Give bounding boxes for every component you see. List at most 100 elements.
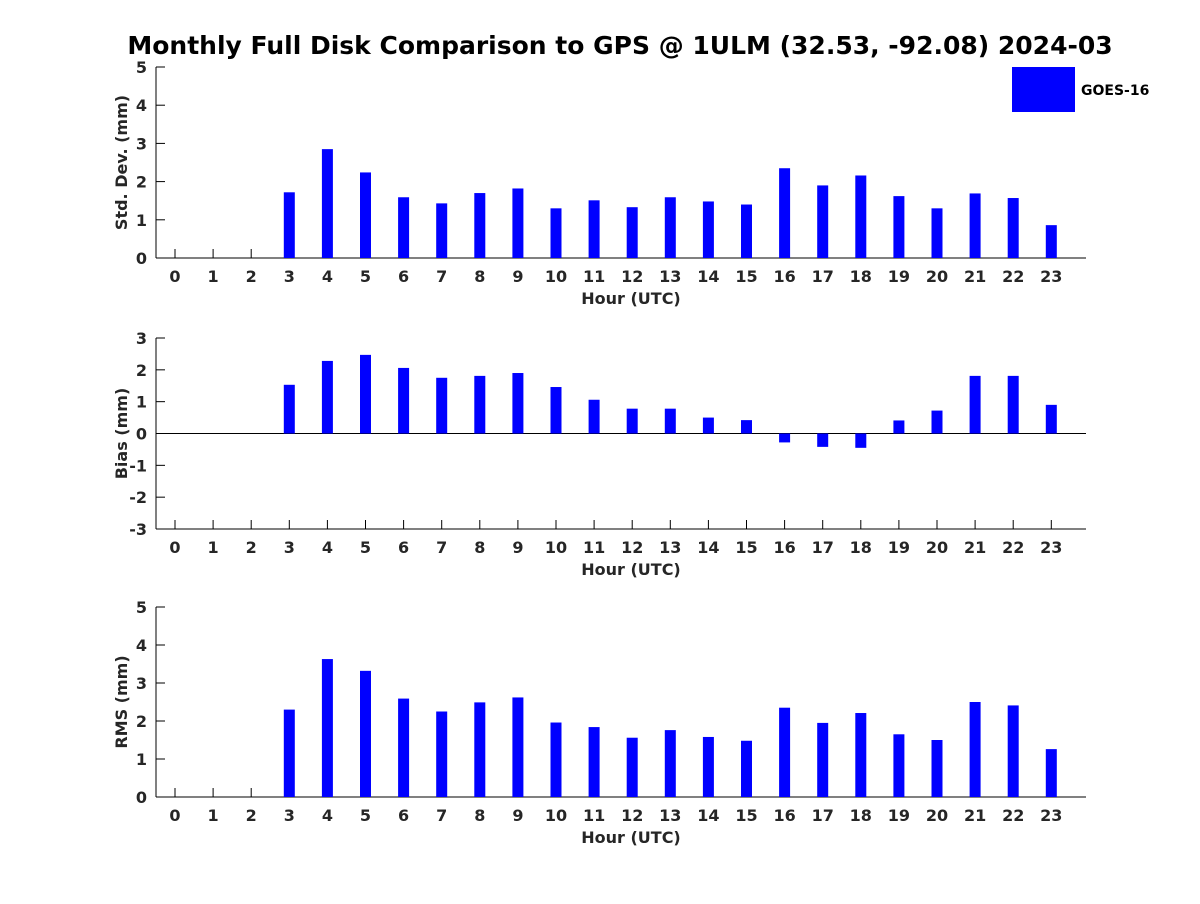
bar-hour-9 (512, 373, 524, 434)
bar-hour-20 (931, 208, 943, 258)
bar-hour-7 (436, 711, 448, 797)
y-tick-label: 1 (136, 211, 147, 230)
bar-hour-20 (931, 740, 943, 797)
x-tick-label: 19 (888, 267, 910, 286)
bar-hour-19 (893, 420, 905, 434)
bar-hour-12 (626, 408, 638, 434)
bar-hour-21 (969, 193, 981, 258)
x-tick-label: 20 (926, 806, 948, 825)
y-tick-label: -3 (129, 520, 147, 539)
bar-hour-19 (893, 734, 905, 797)
bar-hour-14 (702, 417, 714, 434)
bar-hour-3 (283, 384, 295, 434)
x-tick-label: 16 (773, 267, 795, 286)
y-tick-label: 3 (136, 134, 147, 153)
x-tick-label: 3 (284, 806, 295, 825)
y-tick-label: 4 (136, 96, 147, 115)
bar-hour-11 (588, 200, 600, 258)
x-tick-label: 2 (246, 267, 257, 286)
bar-hour-23 (1045, 404, 1057, 434)
bar-hour-9 (512, 697, 524, 797)
bar-hour-22 (1007, 375, 1019, 434)
x-tick-label: 7 (436, 538, 447, 557)
legend-label: GOES-16 (1081, 83, 1149, 99)
bar-hour-23 (1045, 225, 1057, 258)
bar-hour-4 (321, 659, 333, 797)
bar-hour-7 (436, 377, 448, 434)
x-tick-label: 7 (436, 806, 447, 825)
bar-hour-16 (779, 168, 791, 258)
x-tick-label: 6 (398, 267, 409, 286)
bar-hour-14 (702, 736, 714, 797)
y-tick-label: 5 (136, 58, 147, 77)
bar-hour-10 (550, 208, 562, 258)
x-tick-label: 10 (545, 806, 567, 825)
x-tick-label: 14 (697, 538, 719, 557)
x-tick-label: 13 (659, 538, 681, 557)
bar-hour-13 (664, 408, 676, 434)
y-tick-label: 1 (136, 750, 147, 769)
x-tick-label: 14 (697, 267, 719, 286)
x-tick-label: 17 (812, 538, 834, 557)
x-tick-label: 9 (512, 267, 523, 286)
x-tick-label: 5 (360, 806, 371, 825)
bar-hour-18 (855, 433, 867, 448)
bar-hour-10 (550, 387, 562, 434)
x-tick-label: 14 (697, 806, 719, 825)
x-tick-label: 18 (850, 267, 872, 286)
bar-hour-17 (817, 722, 829, 797)
bar-hour-5 (360, 354, 371, 434)
bar-hour-19 (893, 196, 905, 258)
x-tick-label: 12 (621, 267, 643, 286)
bar-hour-11 (588, 399, 600, 434)
x-tick-label: 4 (322, 538, 333, 557)
bar-hour-7 (436, 203, 448, 258)
bar-hour-3 (283, 709, 295, 797)
x-tick-label: 1 (208, 806, 219, 825)
x-tick-label: 17 (812, 267, 834, 286)
x-tick-label: 16 (773, 806, 795, 825)
bar-hour-14 (702, 201, 714, 258)
y-axis-label: Std. Dev. (mm) (112, 95, 131, 230)
bar-hour-5 (360, 172, 371, 258)
bar-hour-9 (512, 188, 524, 258)
x-tick-label: 12 (621, 538, 643, 557)
x-tick-label: 15 (735, 267, 757, 286)
legend-swatch (1012, 67, 1075, 112)
x-tick-label: 22 (1002, 267, 1024, 286)
x-tick-label: 11 (583, 538, 605, 557)
bar-hour-18 (855, 175, 867, 258)
x-tick-label: 13 (659, 806, 681, 825)
bar-hour-23 (1045, 749, 1057, 797)
x-tick-label: 0 (169, 538, 180, 557)
x-tick-label: 4 (322, 806, 333, 825)
x-tick-label: 3 (284, 267, 295, 286)
x-tick-label: 13 (659, 267, 681, 286)
bar-hour-6 (398, 197, 410, 258)
x-tick-label: 10 (545, 538, 567, 557)
x-tick-label: 4 (322, 267, 333, 286)
bar-hour-8 (474, 193, 486, 258)
x-tick-label: 6 (398, 538, 409, 557)
y-tick-label: 0 (136, 788, 147, 807)
bar-hour-15 (741, 420, 752, 434)
y-tick-label: 3 (136, 674, 147, 693)
x-tick-label: 3 (284, 538, 295, 557)
x-tick-label: 1 (208, 267, 219, 286)
bar-hour-16 (779, 707, 791, 797)
x-tick-label: 8 (474, 538, 485, 557)
x-tick-label: 19 (888, 806, 910, 825)
y-tick-label: 1 (136, 393, 147, 412)
x-tick-label: 5 (360, 538, 371, 557)
y-axis-label: Bias (mm) (112, 388, 131, 480)
figure-title: Monthly Full Disk Comparison to GPS @ 1U… (127, 31, 1112, 60)
bar-hour-8 (474, 375, 486, 434)
bar-hour-21 (969, 375, 981, 434)
bar-hour-12 (626, 737, 638, 797)
bar-hour-11 (588, 727, 600, 797)
bar-hour-15 (741, 204, 752, 258)
x-tick-label: 5 (360, 267, 371, 286)
bar-hour-21 (969, 702, 981, 797)
